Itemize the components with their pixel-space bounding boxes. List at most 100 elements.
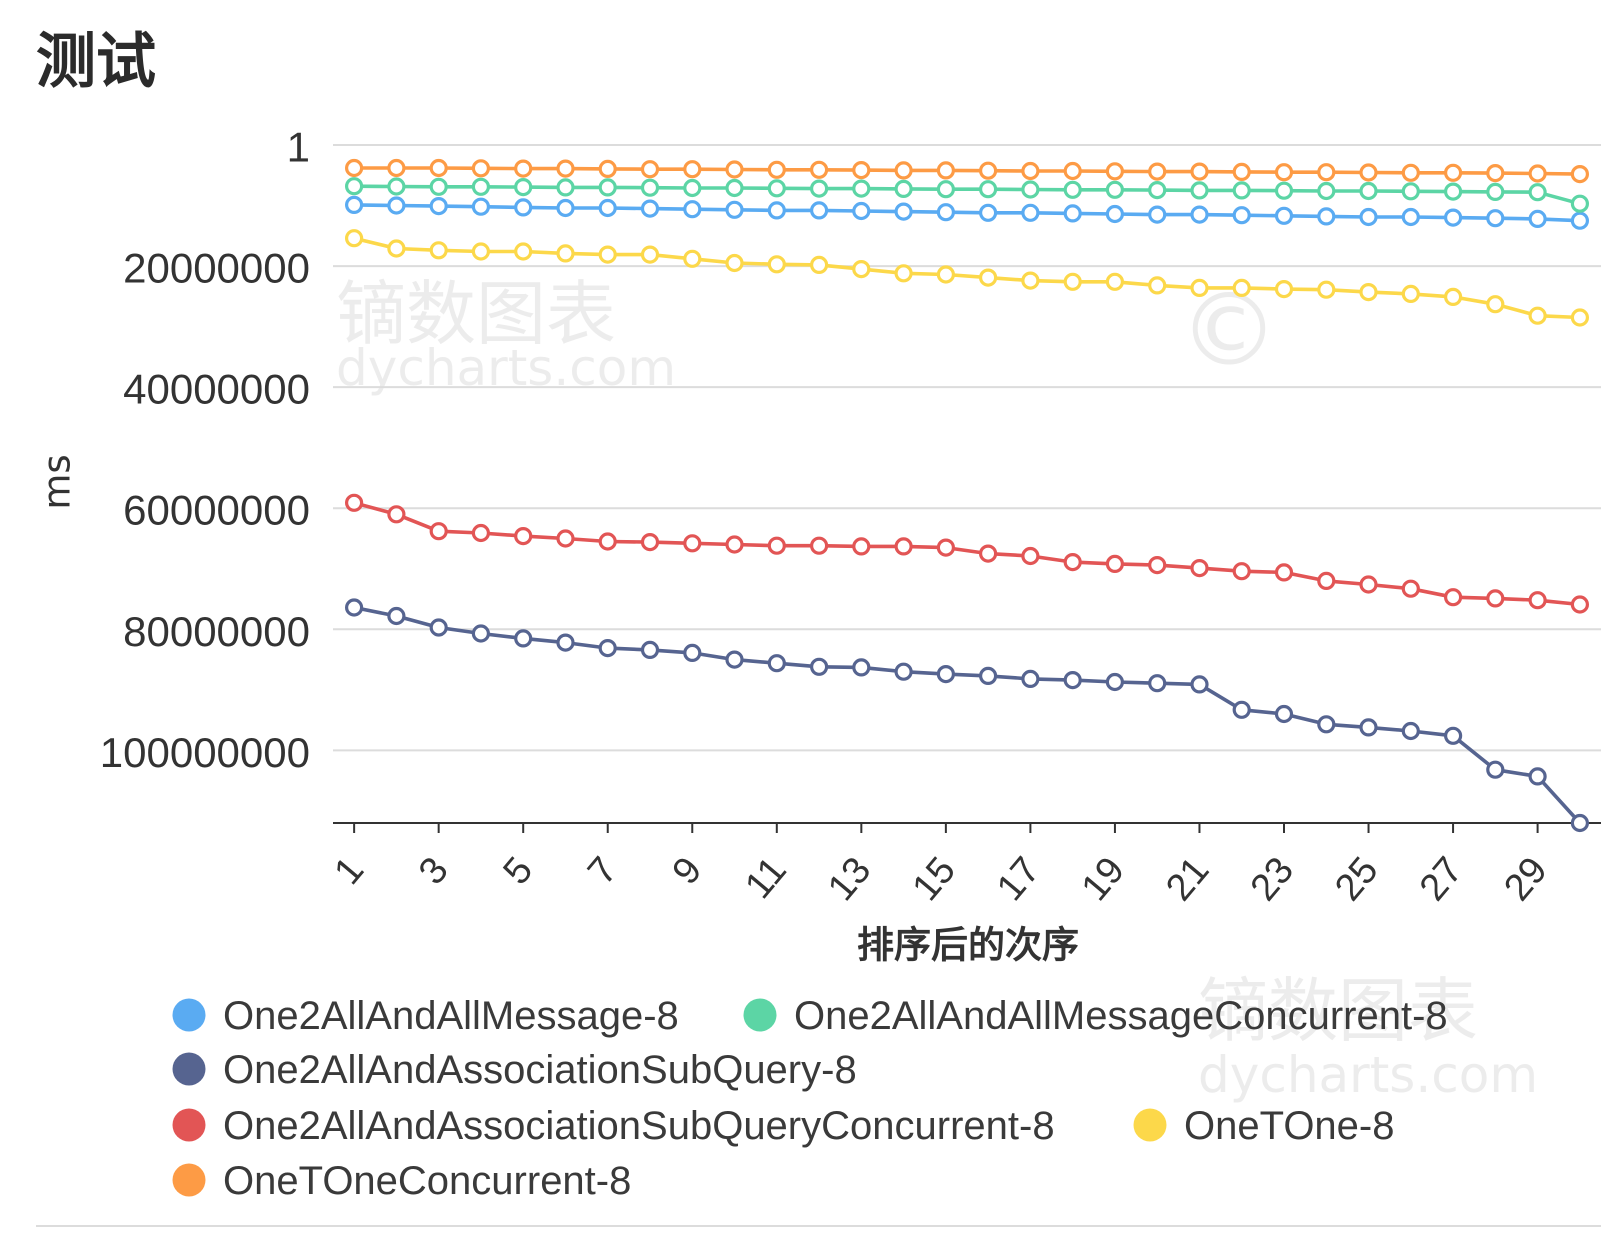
data-point — [1317, 181, 1336, 201]
legend-item[interactable]: One2AllAndAssociationSubQueryConcurrent-… — [172, 1104, 1055, 1148]
data-point — [345, 195, 364, 214]
data-point — [640, 160, 660, 179]
legend-label: One2AllAndAllMessageConcurrent-8 — [794, 994, 1448, 1038]
plot-series — [345, 158, 1590, 833]
series-line — [352, 166, 1582, 176]
y-axis-title: ms — [36, 454, 79, 509]
data-point — [1232, 162, 1251, 181]
data-point — [1021, 180, 1040, 199]
watermark-url: dycharts.com — [1198, 1046, 1538, 1104]
x-tick-label: 21 — [1158, 850, 1217, 909]
y-tick-label: 40000000 — [123, 366, 310, 413]
x-tick-label: 19 — [1074, 850, 1133, 909]
data-point — [1486, 164, 1505, 183]
data-point — [1317, 571, 1336, 591]
y-tick-label: 80000000 — [123, 608, 310, 655]
data-point — [1148, 555, 1167, 575]
data-point — [1190, 278, 1209, 297]
data-point — [640, 245, 660, 264]
data-point — [1105, 272, 1125, 291]
data-point — [471, 197, 490, 216]
watermark-brand: 镝数图表 — [1198, 970, 1478, 1052]
x-tick-label: 15 — [905, 850, 964, 909]
data-point — [852, 161, 871, 180]
legend-item[interactable]: One2AllAndAssociationSubQuery-8 — [172, 1048, 857, 1092]
data-point — [1528, 306, 1547, 325]
data-point — [683, 643, 702, 663]
data-point — [598, 178, 617, 197]
y-tick-label: 100000000 — [100, 729, 310, 776]
data-point — [1063, 161, 1082, 181]
legend-label: One2AllAndAssociationSubQueryConcurrent-… — [223, 1104, 1055, 1148]
data-point — [1359, 575, 1378, 594]
watermark: 镝数图表 dycharts.com © 镝数图表 dycharts.com — [336, 272, 1538, 1105]
data-point — [978, 180, 998, 199]
legend-item[interactable]: OneTOneConcurrent-8 — [172, 1159, 632, 1203]
legend-item[interactable]: OneTOne-8 — [1133, 1104, 1395, 1148]
data-point — [387, 606, 406, 626]
data-point — [852, 179, 871, 198]
data-point — [894, 161, 913, 180]
data-point — [598, 198, 617, 218]
data-point — [1401, 207, 1420, 227]
data-point — [978, 544, 998, 563]
series-one2allandallmessageconcurrent-8 — [345, 177, 1590, 213]
x-tick-label: 11 — [737, 850, 795, 907]
data-point — [1274, 280, 1294, 299]
data-point — [429, 197, 448, 216]
data-point — [936, 664, 956, 684]
data-point — [1317, 715, 1336, 734]
legend-marker — [172, 1163, 206, 1197]
data-point — [345, 598, 364, 617]
gridlines — [333, 144, 1601, 752]
series-one2allandallmessage-8 — [345, 195, 1590, 230]
x-tick-label: 23 — [1243, 850, 1302, 909]
data-point — [978, 666, 998, 686]
series-onetoneconcurrent-8 — [345, 158, 1590, 184]
x-tick-label: 25 — [1327, 850, 1386, 909]
data-point — [598, 159, 617, 178]
data-point — [1063, 670, 1082, 690]
data-point — [852, 537, 871, 556]
data-point — [1105, 672, 1125, 692]
legend-item[interactable]: One2AllAndAllMessageConcurrent-8 — [743, 994, 1448, 1038]
series-line — [352, 501, 1582, 607]
legend-label: OneTOne-8 — [1184, 1104, 1395, 1148]
legend-marker — [1133, 1108, 1167, 1142]
data-point — [1190, 558, 1209, 578]
data-point — [725, 200, 744, 219]
series-onetone-8 — [345, 229, 1590, 327]
data-point — [1570, 194, 1590, 213]
data-point — [1570, 595, 1590, 614]
data-point — [1528, 767, 1547, 786]
x-tick-label: 5 — [496, 850, 542, 893]
data-point — [1443, 208, 1463, 227]
data-point — [767, 536, 786, 555]
data-point — [1232, 700, 1251, 719]
data-point — [1063, 204, 1082, 223]
data-point — [894, 662, 913, 681]
data-point — [1148, 276, 1167, 295]
data-point — [1401, 579, 1420, 598]
data-point — [1528, 164, 1547, 183]
data-point — [387, 196, 406, 215]
data-point — [1148, 181, 1167, 200]
data-point — [894, 202, 913, 221]
data-point — [345, 158, 364, 178]
data-point — [598, 638, 617, 658]
data-point — [894, 179, 913, 198]
data-point — [387, 177, 406, 196]
data-point — [894, 537, 913, 556]
data-point — [936, 265, 956, 284]
data-point — [809, 536, 829, 555]
data-point — [1274, 181, 1294, 200]
watermark-url: dycharts.com — [336, 339, 676, 397]
data-point — [1232, 206, 1251, 225]
data-point — [598, 245, 617, 264]
data-point — [978, 203, 998, 222]
data-point — [1190, 162, 1209, 181]
x-tick-label: 29 — [1496, 850, 1555, 909]
legend-item[interactable]: One2AllAndAllMessage-8 — [172, 994, 679, 1038]
data-point — [1021, 546, 1040, 566]
data-point — [1443, 287, 1463, 306]
